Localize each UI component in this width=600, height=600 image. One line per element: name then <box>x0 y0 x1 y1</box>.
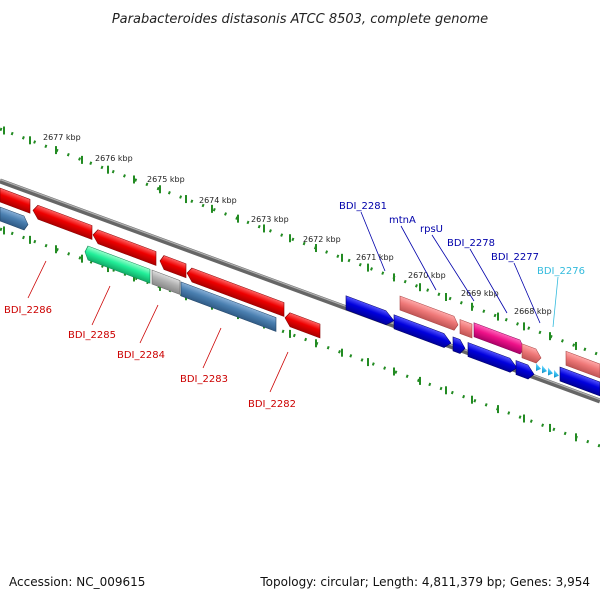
gene-bdi-2280[interactable] <box>393 314 452 350</box>
forward-strand-genes <box>345 295 600 397</box>
gene-offscreen-salmon[interactable] <box>565 350 600 379</box>
scale-label-2673: 2673 kbp <box>251 215 289 224</box>
upper-scale-ticks <box>3 126 577 350</box>
gene-bdi-2279[interactable] <box>452 336 466 356</box>
scale-label-2669: 2669 kbp <box>461 289 499 298</box>
scale-label-2674: 2674 kbp <box>199 196 237 205</box>
scale-label-2677: 2677 kbp <box>43 133 81 142</box>
label-bdi-2277: BDI_2277 <box>491 252 539 263</box>
label-bdi-2281: BDI_2281 <box>339 201 387 212</box>
label-bdi-2282: BDI_2282 <box>248 399 296 410</box>
gene-bdi-2285[interactable] <box>84 245 151 284</box>
gene-bdi-2277b[interactable] <box>515 360 535 382</box>
reverse-strand-genes <box>0 187 321 339</box>
leader-bdi-2284 <box>139 304 159 344</box>
label-rpsu: rpsU <box>420 224 443 235</box>
gene-bdi-2282[interactable] <box>284 311 321 339</box>
gene-bdi-2285a[interactable] <box>32 203 93 240</box>
gene-bdi-2277-partner[interactable] <box>521 343 542 365</box>
label-bdi-2276: BDI_2276 <box>537 266 585 277</box>
label-bdi-2284: BDI_2284 <box>117 350 165 361</box>
gene-bdi-2283-upper[interactable] <box>186 266 285 317</box>
gene-rpsu[interactable] <box>459 319 473 339</box>
label-bdi-2286: BDI_2286 <box>4 305 52 316</box>
upper-scale-ruler <box>0 126 600 357</box>
lower-gene-labels: BDI_2286 BDI_2285 BDI_2284 BDI_2283 BDI_… <box>4 260 296 410</box>
label-mtna: mtnA <box>389 215 416 226</box>
genome-summary-text: Topology: circular; Length: 4,811,379 bp… <box>259 575 590 589</box>
label-bdi-2285: BDI_2285 <box>68 330 116 341</box>
scale-label-2671: 2671 kbp <box>356 253 394 262</box>
scale-label-2670: 2670 kbp <box>408 271 446 280</box>
label-bdi-2283: BDI_2283 <box>180 374 228 385</box>
gene-bdi-2283[interactable] <box>180 281 277 332</box>
scale-label-2675: 2675 kbp <box>147 175 185 184</box>
gene-bdi-2281[interactable] <box>345 295 395 328</box>
leader-bdi-2286 <box>27 260 47 299</box>
gene-offscreen-blue[interactable] <box>559 366 600 397</box>
leader-bdi-2278 <box>469 248 508 314</box>
accession-text: Accession: NC_009615 <box>9 575 145 589</box>
label-bdi-2278: BDI_2278 <box>447 238 495 249</box>
leader-bdi-2282 <box>269 351 289 393</box>
gene-bdi-2286[interactable] <box>0 206 29 232</box>
gene-mtna[interactable] <box>399 295 459 332</box>
gene-bdi-2277[interactable] <box>467 342 518 375</box>
leader-bdi-2277 <box>513 262 541 324</box>
leader-bdi-2281 <box>360 211 386 272</box>
upper-gene-labels: BDI_2281 mtnA rpsU BDI_2278 BDI_2277 BDI… <box>339 201 585 328</box>
leader-rpsu <box>431 234 475 302</box>
gene-bdi-2284-upper[interactable] <box>159 254 187 279</box>
leader-bdi-2283 <box>202 327 222 369</box>
map-title: Parabacteroides distasonis ATCC 8503, co… <box>112 12 488 27</box>
gene-bdi-2276[interactable] <box>536 363 559 380</box>
scale-label-2668: 2668 kbp <box>514 307 552 316</box>
leader-mtna <box>400 225 437 291</box>
gene-bdi-2285b[interactable] <box>92 228 157 266</box>
scale-label-2672: 2672 kbp <box>303 235 341 244</box>
scale-label-2676: 2676 kbp <box>95 154 133 163</box>
gene-bdi-2287[interactable] <box>0 187 31 214</box>
leader-bdi-2285 <box>91 285 111 326</box>
leader-bdi-2276 <box>552 276 559 328</box>
scale-labels: 2677 kbp 2676 kbp 2675 kbp 2674 kbp 2673… <box>43 133 552 316</box>
gene-bdi-2284[interactable] <box>151 269 181 295</box>
